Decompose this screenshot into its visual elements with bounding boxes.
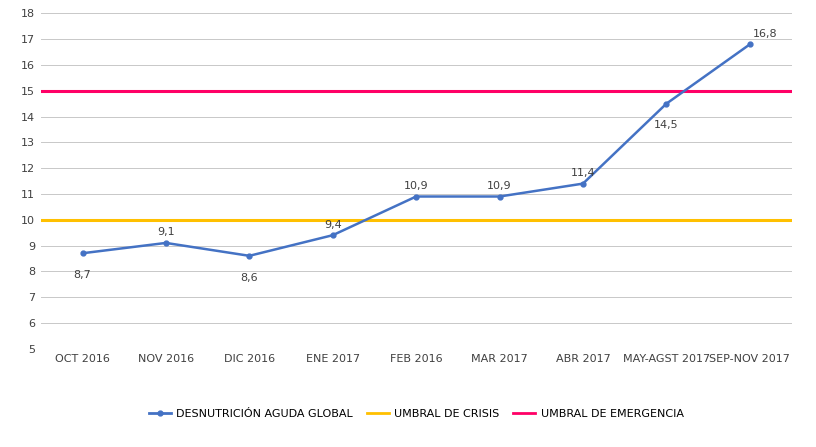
DESNUTRICIÓN AGUDA GLOBAL [745, 42, 755, 47]
Text: 8,6: 8,6 [241, 273, 258, 283]
UMBRAL DE EMERGENCIA [78, 88, 87, 93]
UMBRAL DE CRISIS [161, 217, 171, 223]
Text: 14,5: 14,5 [654, 120, 679, 131]
Text: 10,9: 10,9 [404, 181, 428, 191]
DESNUTRICIÓN AGUDA GLOBAL [411, 194, 421, 199]
DESNUTRICIÓN AGUDA GLOBAL [78, 251, 87, 256]
UMBRAL DE CRISIS [78, 217, 87, 223]
DESNUTRICIÓN AGUDA GLOBAL [328, 232, 338, 238]
UMBRAL DE EMERGENCIA [161, 88, 171, 93]
Text: 8,7: 8,7 [73, 270, 91, 280]
Text: 16,8: 16,8 [752, 29, 777, 39]
Text: 11,4: 11,4 [570, 168, 596, 178]
Line: DESNUTRICIÓN AGUDA GLOBAL: DESNUTRICIÓN AGUDA GLOBAL [80, 42, 752, 258]
Legend: DESNUTRICIÓN AGUDA GLOBAL, UMBRAL DE CRISIS, UMBRAL DE EMERGENCIA: DESNUTRICIÓN AGUDA GLOBAL, UMBRAL DE CRI… [144, 405, 688, 423]
Text: 10,9: 10,9 [487, 181, 512, 191]
Text: 9,4: 9,4 [324, 219, 342, 229]
DESNUTRICIÓN AGUDA GLOBAL [578, 181, 588, 186]
DESNUTRICIÓN AGUDA GLOBAL [245, 253, 255, 258]
Text: 9,1: 9,1 [157, 227, 175, 237]
DESNUTRICIÓN AGUDA GLOBAL [494, 194, 504, 199]
DESNUTRICIÓN AGUDA GLOBAL [662, 101, 672, 106]
DESNUTRICIÓN AGUDA GLOBAL [161, 240, 171, 245]
